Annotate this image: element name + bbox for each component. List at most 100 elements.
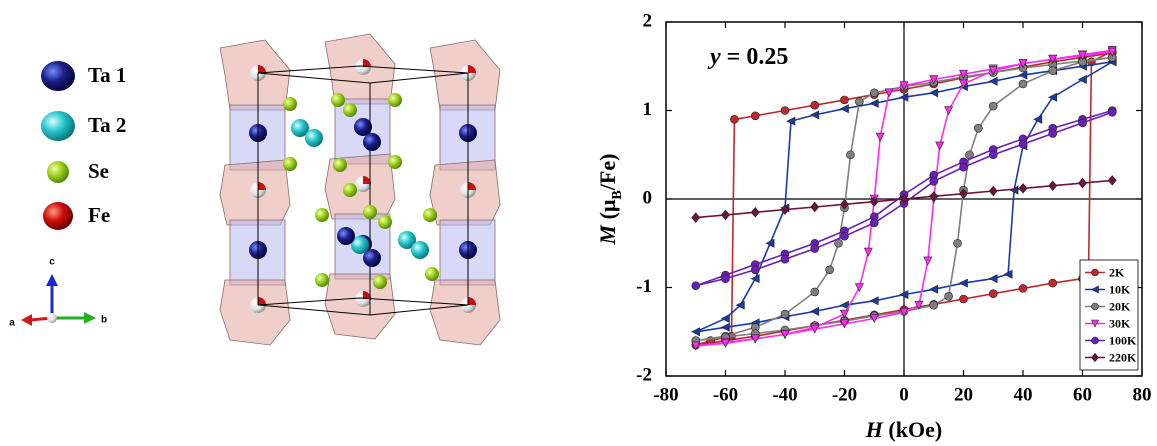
y-tick-label: -2 bbox=[636, 364, 652, 385]
y-tick-label: 0 bbox=[643, 187, 653, 208]
data-point bbox=[722, 275, 730, 283]
y-tick-label: 2 bbox=[643, 10, 653, 31]
legend-label: 10K bbox=[1109, 282, 1131, 296]
data-point bbox=[811, 111, 819, 119]
data-point bbox=[751, 207, 759, 217]
data-point bbox=[1049, 67, 1057, 75]
se-atom bbox=[423, 208, 437, 222]
data-point bbox=[1049, 130, 1057, 138]
data-point bbox=[841, 96, 849, 104]
data-point bbox=[930, 301, 938, 309]
data-point bbox=[1049, 181, 1057, 191]
legend-marker bbox=[1092, 303, 1099, 310]
crystal-axes: c a b bbox=[9, 257, 107, 329]
data-point bbox=[841, 105, 849, 113]
data-point bbox=[1019, 184, 1027, 194]
data-point bbox=[870, 197, 878, 207]
data-point bbox=[692, 282, 700, 290]
data-point bbox=[974, 124, 982, 132]
se-atom bbox=[363, 205, 377, 219]
x-axis-label: H (kOe) bbox=[865, 417, 942, 442]
se-atom bbox=[333, 158, 347, 172]
axis-symbol: M bbox=[595, 223, 620, 245]
data-point bbox=[811, 101, 819, 109]
data-point bbox=[781, 255, 789, 263]
data-point bbox=[781, 310, 789, 318]
data-point bbox=[781, 107, 789, 115]
data-point bbox=[989, 102, 997, 110]
data-point bbox=[930, 89, 938, 97]
data-point bbox=[989, 275, 997, 283]
axis-label: a bbox=[9, 318, 15, 329]
data-point bbox=[692, 328, 700, 336]
data-point bbox=[841, 232, 849, 240]
data-point bbox=[960, 279, 968, 287]
data-point bbox=[751, 112, 759, 120]
legend-label: 30K bbox=[1109, 316, 1131, 330]
data-point bbox=[1108, 176, 1116, 186]
data-point bbox=[960, 295, 968, 303]
x-tick-label: -20 bbox=[832, 384, 857, 405]
se-atom bbox=[283, 97, 297, 111]
axis-label: b bbox=[101, 315, 107, 326]
data-point bbox=[1019, 284, 1027, 292]
legend-label: 100K bbox=[1109, 333, 1137, 347]
data-point bbox=[1034, 115, 1042, 123]
data-point bbox=[1049, 279, 1057, 287]
legend-label: Se bbox=[88, 159, 109, 183]
x-tick-label: 0 bbox=[899, 384, 909, 405]
origin bbox=[47, 313, 57, 323]
se-atom bbox=[315, 208, 329, 222]
hysteresis-chart: -80-60-40-20020406080-2-1012H (kOe)M (μB… bbox=[595, 10, 1151, 442]
data-point bbox=[870, 219, 878, 227]
data-point bbox=[936, 142, 944, 150]
atom-legend: Ta 1 Ta 2 Se Fe bbox=[41, 61, 126, 230]
data-point bbox=[846, 151, 854, 159]
octahedron bbox=[220, 280, 290, 345]
axis-symbol: H bbox=[865, 417, 884, 442]
x-tick-label: -60 bbox=[713, 384, 738, 405]
data-point bbox=[870, 297, 878, 305]
data-point bbox=[1079, 76, 1087, 84]
data-point bbox=[751, 266, 759, 274]
ta1-atom bbox=[363, 133, 381, 151]
se-atom bbox=[283, 157, 297, 171]
data-point bbox=[1079, 119, 1087, 127]
data-point bbox=[730, 115, 738, 123]
data-point bbox=[855, 98, 863, 106]
x-tick-label: -40 bbox=[772, 384, 797, 405]
data-point bbox=[870, 89, 878, 97]
data-point bbox=[1108, 108, 1116, 116]
ta2-atom bbox=[411, 241, 429, 259]
legend-marker bbox=[1092, 269, 1099, 276]
y-axis-label: M (μB/Fe) bbox=[595, 154, 625, 246]
se-atom bbox=[343, 103, 357, 117]
legend: 2K10K20K30K100K220K bbox=[1080, 260, 1138, 370]
se-atom bbox=[331, 93, 345, 107]
axis-label: c bbox=[49, 257, 55, 268]
data-point bbox=[751, 275, 759, 283]
data-point bbox=[989, 151, 997, 159]
axis-unit: (kOe) bbox=[888, 417, 942, 442]
data-point bbox=[870, 99, 878, 107]
annotation-text: = 0.25 bbox=[727, 44, 789, 70]
figure: Ta 1 Ta 2 Se Fe c a b -80-60-40-20020406… bbox=[0, 0, 1157, 446]
page: {"structure": {"legend": ["Ta 1", "Ta 2"… bbox=[0, 0, 1157, 446]
data-point bbox=[811, 202, 819, 212]
data-point bbox=[930, 285, 938, 293]
legend-label: Fe bbox=[88, 203, 110, 227]
arrow-head bbox=[84, 312, 96, 324]
x-tick-label: 80 bbox=[1133, 384, 1152, 405]
data-point bbox=[826, 266, 834, 274]
x-tick-label: 40 bbox=[1014, 384, 1033, 405]
annotation-symbol: y bbox=[707, 44, 721, 70]
data-point bbox=[989, 290, 997, 298]
y-tick-label: 1 bbox=[643, 99, 653, 120]
annotation: y = 0.25 bbox=[707, 44, 788, 70]
data-point bbox=[945, 107, 953, 115]
axis-unit: /Fe) bbox=[595, 154, 620, 192]
ta2-sphere bbox=[41, 111, 75, 141]
legend-label: Ta 2 bbox=[88, 113, 126, 137]
data-point bbox=[924, 257, 932, 265]
data-point bbox=[1019, 80, 1027, 88]
